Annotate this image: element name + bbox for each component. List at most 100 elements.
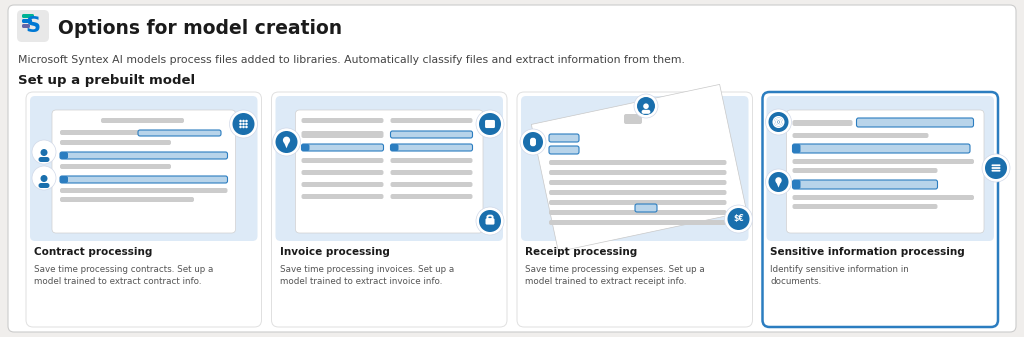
FancyBboxPatch shape bbox=[767, 96, 994, 241]
FancyBboxPatch shape bbox=[17, 10, 49, 42]
Text: Identify sensitive information in
documents.: Identify sensitive information in docume… bbox=[770, 265, 909, 286]
FancyBboxPatch shape bbox=[763, 92, 998, 327]
FancyBboxPatch shape bbox=[39, 157, 49, 162]
Circle shape bbox=[486, 123, 488, 125]
Circle shape bbox=[275, 131, 298, 153]
Circle shape bbox=[489, 123, 490, 125]
FancyBboxPatch shape bbox=[793, 133, 929, 138]
Circle shape bbox=[479, 113, 501, 135]
Circle shape bbox=[777, 179, 780, 182]
Circle shape bbox=[243, 123, 245, 125]
FancyBboxPatch shape bbox=[60, 188, 227, 193]
Circle shape bbox=[240, 126, 242, 128]
Circle shape bbox=[643, 103, 649, 109]
FancyBboxPatch shape bbox=[390, 118, 472, 123]
FancyBboxPatch shape bbox=[60, 152, 68, 159]
Circle shape bbox=[777, 121, 779, 123]
FancyBboxPatch shape bbox=[301, 182, 384, 187]
FancyBboxPatch shape bbox=[390, 144, 472, 151]
FancyBboxPatch shape bbox=[301, 131, 384, 138]
FancyBboxPatch shape bbox=[60, 130, 185, 135]
FancyBboxPatch shape bbox=[22, 19, 32, 23]
FancyBboxPatch shape bbox=[301, 118, 384, 123]
Circle shape bbox=[283, 136, 290, 144]
FancyBboxPatch shape bbox=[549, 190, 726, 195]
Circle shape bbox=[285, 139, 289, 142]
FancyBboxPatch shape bbox=[60, 140, 171, 145]
Circle shape bbox=[486, 126, 488, 128]
FancyBboxPatch shape bbox=[793, 168, 938, 173]
Circle shape bbox=[982, 154, 1010, 182]
Text: Contract processing: Contract processing bbox=[34, 247, 153, 257]
FancyBboxPatch shape bbox=[549, 210, 726, 215]
Circle shape bbox=[637, 97, 655, 115]
FancyBboxPatch shape bbox=[390, 182, 472, 187]
FancyBboxPatch shape bbox=[549, 220, 726, 225]
Circle shape bbox=[245, 126, 248, 128]
Text: Invoice processing: Invoice processing bbox=[280, 247, 389, 257]
FancyBboxPatch shape bbox=[991, 164, 1000, 166]
Text: Receipt processing: Receipt processing bbox=[525, 247, 637, 257]
Circle shape bbox=[243, 126, 245, 128]
Circle shape bbox=[492, 123, 494, 125]
Circle shape bbox=[768, 172, 788, 192]
FancyBboxPatch shape bbox=[101, 118, 184, 123]
FancyBboxPatch shape bbox=[793, 120, 853, 126]
Circle shape bbox=[523, 132, 543, 152]
Text: S: S bbox=[26, 16, 41, 36]
FancyBboxPatch shape bbox=[301, 158, 384, 163]
FancyBboxPatch shape bbox=[138, 130, 221, 136]
Circle shape bbox=[476, 207, 504, 235]
Circle shape bbox=[240, 123, 242, 125]
FancyBboxPatch shape bbox=[517, 92, 753, 327]
FancyBboxPatch shape bbox=[991, 167, 1000, 169]
Text: Save time processing invoices. Set up a
model trained to extract invoice info.: Save time processing invoices. Set up a … bbox=[280, 265, 454, 286]
FancyBboxPatch shape bbox=[60, 152, 227, 159]
FancyBboxPatch shape bbox=[531, 140, 535, 145]
Circle shape bbox=[492, 126, 494, 128]
FancyBboxPatch shape bbox=[793, 204, 938, 209]
FancyBboxPatch shape bbox=[624, 114, 642, 124]
FancyBboxPatch shape bbox=[60, 176, 227, 183]
Circle shape bbox=[520, 129, 546, 155]
FancyBboxPatch shape bbox=[390, 144, 398, 151]
FancyBboxPatch shape bbox=[390, 194, 472, 199]
FancyBboxPatch shape bbox=[549, 134, 579, 142]
FancyBboxPatch shape bbox=[485, 120, 495, 128]
Circle shape bbox=[32, 140, 56, 164]
FancyBboxPatch shape bbox=[793, 144, 801, 153]
FancyBboxPatch shape bbox=[275, 96, 503, 241]
Circle shape bbox=[41, 149, 47, 156]
Circle shape bbox=[766, 109, 792, 135]
FancyBboxPatch shape bbox=[52, 110, 236, 233]
Circle shape bbox=[245, 123, 248, 125]
FancyBboxPatch shape bbox=[301, 170, 384, 175]
Text: $€: $€ bbox=[733, 214, 743, 223]
Circle shape bbox=[775, 177, 781, 184]
Text: Options for model creation: Options for model creation bbox=[58, 19, 342, 37]
FancyBboxPatch shape bbox=[635, 204, 657, 212]
Text: Sensitive information processing: Sensitive information processing bbox=[770, 247, 966, 257]
FancyBboxPatch shape bbox=[793, 195, 974, 200]
FancyBboxPatch shape bbox=[60, 164, 171, 169]
Text: Save time processing expenses. Set up a
model trained to extract receipt info.: Save time processing expenses. Set up a … bbox=[525, 265, 705, 286]
FancyBboxPatch shape bbox=[549, 146, 579, 154]
FancyBboxPatch shape bbox=[390, 131, 472, 138]
Circle shape bbox=[727, 208, 750, 230]
Circle shape bbox=[634, 94, 658, 118]
FancyBboxPatch shape bbox=[39, 183, 49, 188]
FancyBboxPatch shape bbox=[793, 144, 970, 153]
Circle shape bbox=[476, 110, 504, 138]
FancyBboxPatch shape bbox=[271, 92, 507, 327]
FancyBboxPatch shape bbox=[296, 110, 483, 233]
FancyBboxPatch shape bbox=[793, 159, 974, 164]
FancyBboxPatch shape bbox=[8, 5, 1016, 332]
Circle shape bbox=[768, 112, 788, 132]
Circle shape bbox=[489, 126, 490, 128]
Circle shape bbox=[243, 120, 245, 122]
Polygon shape bbox=[531, 84, 746, 252]
FancyBboxPatch shape bbox=[301, 194, 384, 199]
FancyBboxPatch shape bbox=[301, 144, 309, 151]
Circle shape bbox=[32, 166, 56, 190]
Circle shape bbox=[725, 205, 753, 233]
